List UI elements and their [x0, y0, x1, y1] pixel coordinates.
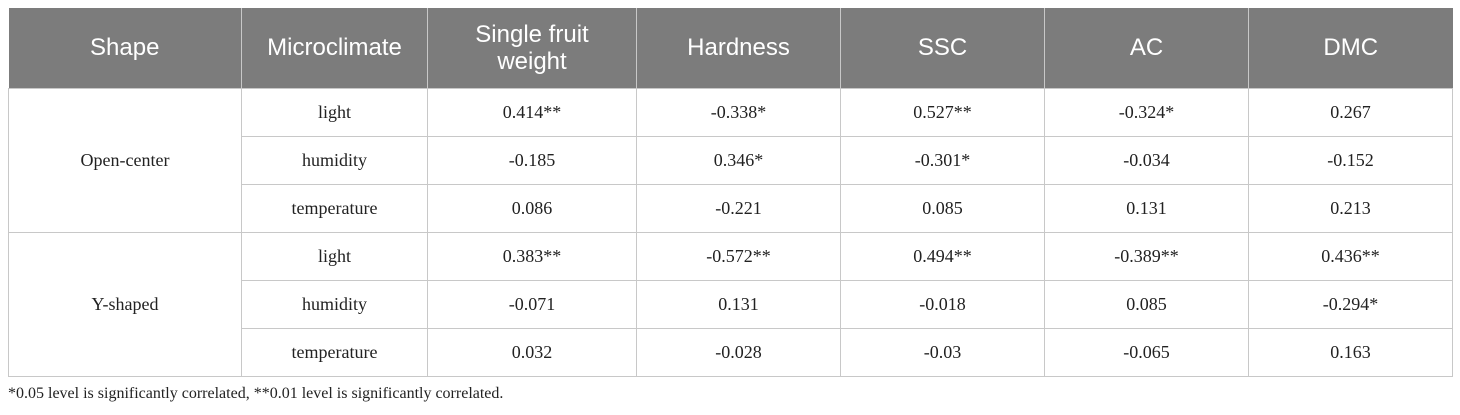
header-ac: AC [1044, 8, 1249, 88]
table-row: temperature 0.086 -0.221 0.085 0.131 0.2… [9, 183, 1453, 233]
table-row: humidity -0.185 0.346* -0.301* -0.034 -0… [9, 135, 1453, 185]
header-microclimate: Microclimate [241, 8, 428, 88]
shape-cell: Open-center [8, 87, 242, 233]
microclimate-cell: light [241, 231, 428, 281]
table-row: Y-shaped light 0.383** -0.572** 0.494** … [8, 231, 1453, 377]
value-cell: -0.301* [840, 135, 1045, 185]
value-cell: 0.436** [1248, 231, 1453, 281]
value-cell: -0.185 [427, 135, 637, 185]
header-ssc: SSC [840, 8, 1045, 88]
header-hardness: Hardness [636, 8, 841, 88]
value-cell: -0.324* [1044, 87, 1249, 137]
microclimate-cell: light [241, 87, 428, 137]
table-row: Open-center light 0.414** -0.338* 0.527*… [8, 87, 1453, 233]
table-footnote: *0.05 level is significantly correlated,… [8, 385, 504, 402]
header-single-fruit-weight: Single fruit weight [427, 8, 637, 88]
table-row: humidity -0.071 0.131 -0.018 0.085 -0.29… [9, 279, 1453, 329]
value-cell: -0.065 [1044, 327, 1249, 377]
value-cell: 0.032 [427, 327, 637, 377]
value-cell: 0.131 [1044, 183, 1249, 233]
value-cell: -0.03 [840, 327, 1045, 377]
value-cell: -0.572** [636, 231, 841, 281]
value-cell: 0.131 [636, 279, 841, 329]
value-cell: 0.267 [1248, 87, 1453, 137]
value-cell: 0.383** [427, 231, 637, 281]
value-cell: 0.085 [840, 183, 1045, 233]
header-dmc: DMC [1248, 8, 1453, 88]
microclimate-cell: humidity [241, 279, 428, 329]
value-cell: -0.071 [427, 279, 637, 329]
microclimate-cell: humidity [241, 135, 428, 185]
value-cell: 0.213 [1248, 183, 1453, 233]
header-shape: Shape [8, 8, 242, 88]
microclimate-cell: temperature [241, 183, 428, 233]
shape-cell: Y-shaped [8, 231, 242, 377]
value-cell: -0.389** [1044, 231, 1249, 281]
value-cell: 0.085 [1044, 279, 1249, 329]
value-cell: 0.346* [636, 135, 841, 185]
value-cell: 0.494** [840, 231, 1045, 281]
value-cell: 0.086 [427, 183, 637, 233]
value-cell: 0.414** [427, 87, 637, 137]
value-cell: -0.152 [1248, 135, 1453, 185]
value-cell: 0.527** [840, 87, 1045, 137]
value-cell: 0.163 [1248, 327, 1453, 377]
correlation-table: Shape Microclimate Single fruit weight H… [8, 8, 1453, 377]
value-cell: -0.294* [1248, 279, 1453, 329]
header-row: Shape Microclimate Single fruit weight H… [8, 8, 1453, 88]
table-row: temperature 0.032 -0.028 -0.03 -0.065 0.… [9, 327, 1453, 377]
value-cell: -0.338* [636, 87, 841, 137]
value-cell: -0.221 [636, 183, 841, 233]
value-cell: -0.034 [1044, 135, 1249, 185]
value-cell: -0.028 [636, 327, 841, 377]
microclimate-cell: temperature [241, 327, 428, 377]
value-cell: -0.018 [840, 279, 1045, 329]
